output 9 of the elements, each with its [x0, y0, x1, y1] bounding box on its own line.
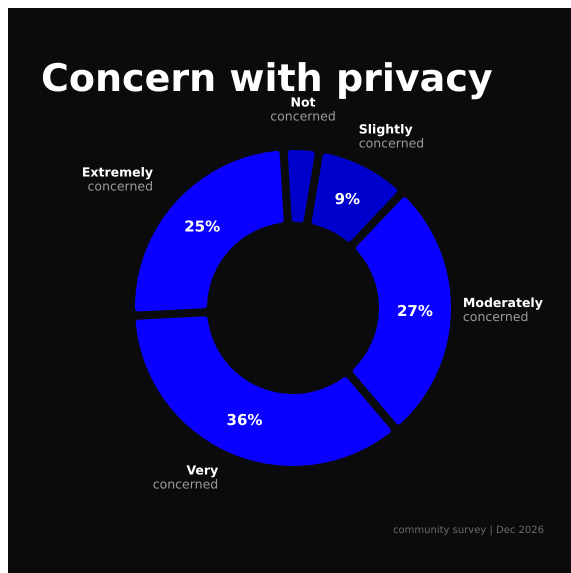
data-label: 25% — [184, 218, 220, 236]
data-label: 9% — [334, 190, 360, 208]
data-label: 36% — [226, 410, 262, 429]
slice-label: Slightly concerned — [358, 122, 424, 151]
slice-label: Moderately concerned — [462, 294, 543, 324]
text: community survey | Dec 2026 — [393, 525, 544, 536]
slice-label: Very concerned — [152, 462, 218, 492]
data-label: 27% — [397, 302, 433, 320]
slice-label: Extremely concerned — [82, 164, 154, 194]
